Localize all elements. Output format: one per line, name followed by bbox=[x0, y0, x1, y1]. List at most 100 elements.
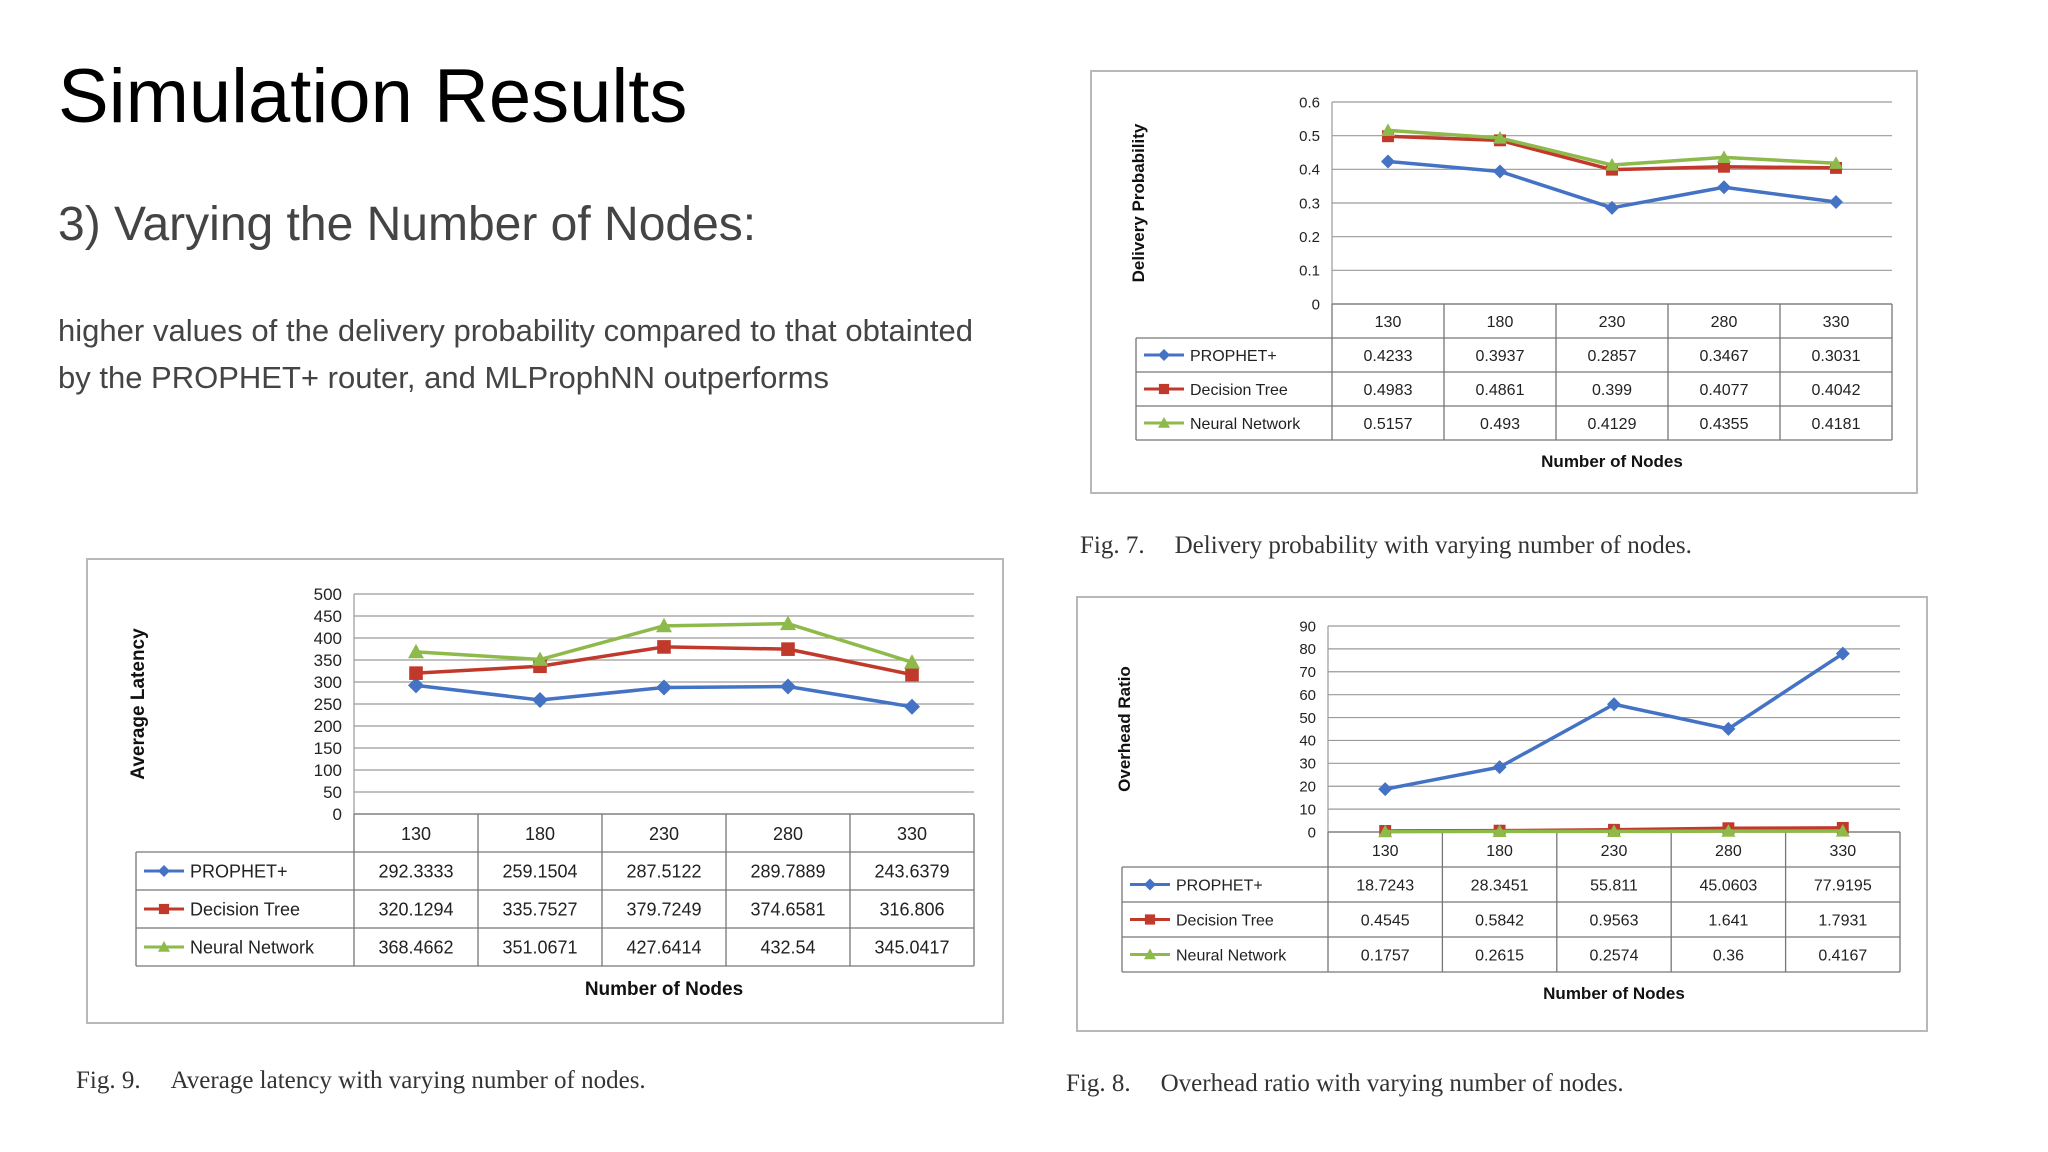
data-point bbox=[1835, 824, 1850, 837]
data-point bbox=[657, 640, 671, 654]
data-label: 1.7931 bbox=[1818, 912, 1867, 929]
data-label: 0.4129 bbox=[1588, 416, 1637, 433]
data-point bbox=[904, 698, 920, 715]
data-label: 0.4983 bbox=[1364, 382, 1413, 399]
legend-label: PROPHET+ bbox=[190, 861, 288, 881]
data-point bbox=[1605, 157, 1619, 171]
data-label: 427.6414 bbox=[626, 937, 701, 957]
y-tick-label: 0.2 bbox=[1299, 229, 1320, 246]
data-label: 0.4077 bbox=[1700, 382, 1749, 399]
data-label: 374.6581 bbox=[750, 899, 825, 919]
data-point bbox=[1717, 150, 1731, 163]
y-tick-label: 250 bbox=[314, 695, 342, 714]
data-label: 0.4042 bbox=[1812, 382, 1861, 399]
legend-key-marker bbox=[158, 903, 170, 915]
data-label: 335.7527 bbox=[502, 899, 577, 919]
x-category-label: 130 bbox=[1375, 314, 1402, 331]
slide-title: Simulation Results bbox=[58, 54, 688, 139]
legend-label: Decision Tree bbox=[190, 899, 300, 919]
data-point bbox=[780, 678, 796, 695]
x-category-label: 280 bbox=[773, 824, 803, 844]
legend-key-marker bbox=[1144, 948, 1156, 960]
caption-fig7-number: Fig. 7. bbox=[1080, 532, 1145, 559]
data-label: 368.4662 bbox=[378, 937, 453, 957]
y-tick-label: 0.3 bbox=[1299, 195, 1320, 212]
y-tick-label: 60 bbox=[1299, 687, 1316, 704]
legend-label: Neural Network bbox=[190, 937, 315, 957]
legend-key-marker bbox=[158, 865, 170, 877]
y-tick-label: 100 bbox=[314, 761, 342, 780]
y-tick-label: 70 bbox=[1299, 664, 1316, 681]
x-category-label: 280 bbox=[1711, 314, 1738, 331]
data-point bbox=[1382, 130, 1394, 143]
data-label: 1.641 bbox=[1708, 912, 1748, 929]
legend-key-marker bbox=[1158, 349, 1170, 361]
data-point bbox=[1607, 824, 1621, 838]
legend-key-marker bbox=[158, 941, 170, 952]
x-category-label: 230 bbox=[649, 824, 679, 844]
x-axis-title: Number of Nodes bbox=[585, 979, 743, 1000]
legend-label: Decision Tree bbox=[1190, 382, 1288, 399]
series-line bbox=[1384, 652, 1844, 791]
y-axis-title: Average Latency bbox=[128, 628, 149, 780]
data-point bbox=[905, 667, 919, 682]
data-label: 316.806 bbox=[879, 899, 944, 919]
data-point bbox=[1493, 164, 1507, 179]
y-tick-label: 500 bbox=[314, 585, 342, 604]
data-point bbox=[1492, 824, 1507, 838]
slide-subtitle: 3) Varying the Number of Nodes: bbox=[58, 198, 757, 251]
x-category-label: 230 bbox=[1601, 843, 1628, 860]
data-point bbox=[532, 651, 548, 666]
data-point bbox=[1492, 760, 1507, 775]
y-tick-label: 200 bbox=[314, 717, 342, 736]
caption-fig7: Fig. 7. Delivery probability with varying… bbox=[1080, 532, 1692, 560]
data-label: 345.0417 bbox=[874, 937, 949, 957]
data-point bbox=[1721, 824, 1736, 837]
caption-fig7-text: Delivery probability with varying number… bbox=[1174, 532, 1692, 559]
data-label: 0.4233 bbox=[1364, 348, 1413, 365]
x-axis-title: Number of Nodes bbox=[1541, 452, 1683, 471]
data-label: 259.1504 bbox=[502, 861, 577, 881]
data-point bbox=[1605, 200, 1619, 215]
data-label: 287.5122 bbox=[626, 861, 701, 881]
x-axis-title: Number of Nodes bbox=[1543, 984, 1685, 1003]
chart-average-latency-svg: 0 50 100 150 200 250 300 350 400 450 500 Average La… bbox=[128, 585, 975, 1000]
y-tick-label: 80 bbox=[1299, 641, 1316, 658]
legend-label: Decision Tree bbox=[1176, 912, 1274, 929]
y-tick-label: 20 bbox=[1299, 778, 1316, 795]
y-tick-label: 50 bbox=[323, 783, 342, 802]
x-category-label: 180 bbox=[1486, 843, 1513, 860]
data-point bbox=[408, 677, 424, 694]
chart-delivery-probability: 0 0.1 0.2 0.3 0.4 0.5 0.6 Delivery Probability 1… bbox=[1090, 70, 1918, 494]
data-label: 77.9195 bbox=[1814, 877, 1872, 894]
data-label: 0.3937 bbox=[1476, 348, 1525, 365]
data-label: 0.9563 bbox=[1590, 912, 1639, 929]
data-point bbox=[409, 666, 423, 680]
data-label: 0.5842 bbox=[1475, 912, 1524, 929]
data-label: 0.4167 bbox=[1818, 947, 1867, 964]
caption-fig8: Fig. 8. Overhead ratio with varying numbe… bbox=[1066, 1070, 1624, 1098]
y-tick-label: 0.5 bbox=[1299, 128, 1320, 145]
data-point bbox=[781, 642, 795, 656]
chart-delivery-probability-svg: 0 0.1 0.2 0.3 0.4 0.5 0.6 Delivery Probability 1… bbox=[1129, 94, 1893, 471]
chart-overhead-ratio-svg: 0 10 20 30 40 50 60 70 80 90 Overhead Ratio 130 180 2… bbox=[1115, 618, 1901, 1003]
data-point bbox=[408, 643, 424, 659]
data-label: 18.7243 bbox=[1356, 877, 1414, 894]
legend-label: Neural Network bbox=[1190, 416, 1301, 433]
y-tick-label: 10 bbox=[1299, 801, 1316, 818]
data-label: 289.7889 bbox=[750, 861, 825, 881]
data-label: 292.3333 bbox=[378, 861, 453, 881]
data-label: 351.0671 bbox=[502, 937, 577, 957]
caption-fig9: Fig. 9. Average latency with varying numb… bbox=[76, 1067, 646, 1095]
data-point bbox=[1835, 646, 1850, 661]
data-label: 379.7249 bbox=[626, 899, 701, 919]
data-label: 0.4181 bbox=[1812, 416, 1861, 433]
y-tick-label: 0 bbox=[1312, 296, 1320, 313]
data-label: 0.4355 bbox=[1700, 416, 1749, 433]
data-point bbox=[1829, 156, 1843, 169]
y-axis-title: Delivery Probability bbox=[1129, 123, 1148, 282]
legend-key-marker bbox=[1144, 914, 1156, 925]
data-point bbox=[532, 691, 548, 708]
x-category-label: 230 bbox=[1599, 314, 1626, 331]
data-point bbox=[656, 617, 672, 633]
